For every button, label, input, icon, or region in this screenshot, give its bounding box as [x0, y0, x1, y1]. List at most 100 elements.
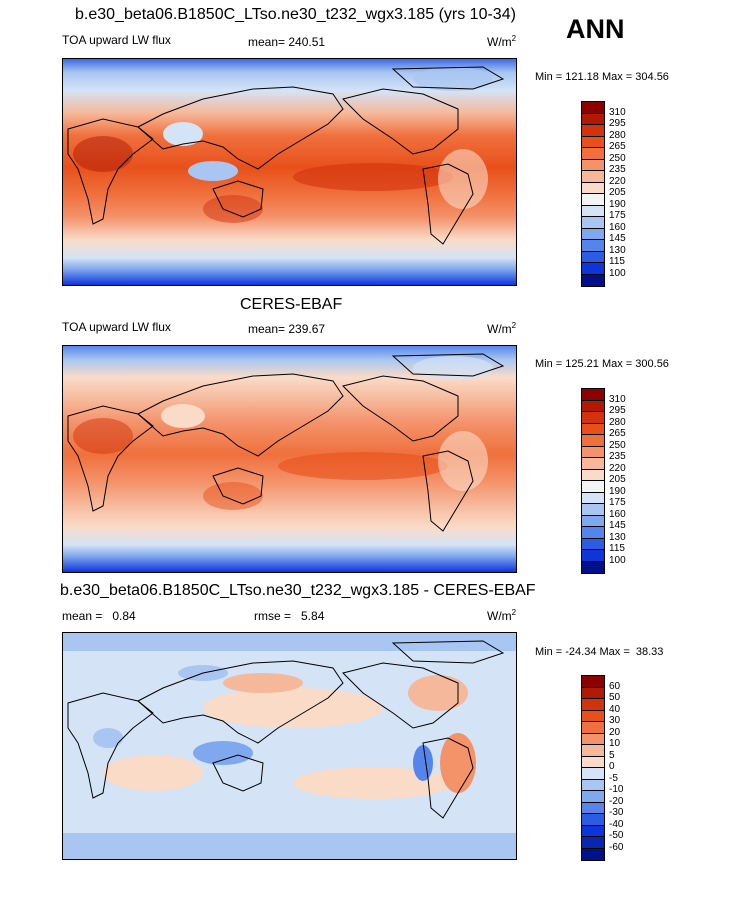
colorbar-tick-label: 60: [609, 680, 621, 692]
panel-3-colorbar-labels: 60 50 40 30 20 10 5 0 -5 -10 -20 -30 -40 -50 -60: [609, 675, 639, 915]
colorbar-swatch: [582, 504, 604, 516]
colorbar-tick-label: 115: [609, 256, 625, 267]
colorbar-swatch: [582, 412, 604, 424]
colorbar-swatch: [582, 825, 604, 837]
colorbar-tick-label: 205: [609, 474, 626, 485]
colorbar-swatch: [582, 274, 604, 286]
colorbar-tick-label: 250: [609, 152, 626, 164]
colorbar-swatch: [582, 125, 604, 137]
colorbar-swatch: [582, 228, 604, 240]
colorbar-tick-label: 20: [609, 726, 621, 738]
colorbar-tick-label: 50: [609, 692, 621, 703]
colorbar-tick-label: 310: [609, 393, 626, 405]
colorbar-tick-label: 100: [609, 554, 626, 566]
colorbar-swatch: [582, 182, 604, 194]
colorbar-tick-label: 190: [609, 198, 626, 210]
colorbar-tick-label: 0: [609, 761, 615, 772]
colorbar-tick-label: 145: [609, 233, 626, 244]
panel-3-rmse: rmse = 5.84: [254, 609, 325, 623]
panel-1-minmax: Min = 121.18 Max = 304.56: [535, 71, 669, 83]
colorbar-swatch: [582, 687, 604, 699]
colorbar-swatch: [582, 538, 604, 550]
colorbar-swatch: [582, 217, 604, 229]
colorbar-swatch: [582, 240, 604, 252]
panel-2-units: W/m2: [487, 321, 517, 336]
panel-1-title: b.e30_beta06.B1850C_LTso.ne30_t232_wgx3.…: [75, 6, 516, 23]
colorbar-tick-label: 295: [609, 118, 626, 129]
colorbar-swatch: [582, 423, 604, 435]
panel-1-colorbar-labels: 310 295 280 265 250 235 220 205 190 175 160 145 130 1…: [609, 101, 639, 341]
panel-2-mean: mean= 239.67: [248, 322, 326, 336]
colorbar-swatch: [582, 561, 604, 573]
colorbar-tick-label: 280: [609, 129, 626, 141]
panel-3-minmax: Min = -24.34 Max = 38.33: [535, 646, 664, 658]
colorbar-swatch: [582, 469, 604, 481]
panel-2-title: CERES-EBAF: [240, 296, 343, 313]
colorbar-swatch: [582, 848, 604, 860]
colorbar-swatch: [582, 102, 604, 114]
panel-1-map: [62, 58, 517, 286]
season-label: ANN: [566, 14, 625, 44]
colorbar-tick-label: 280: [609, 416, 626, 428]
colorbar-tick-label: 220: [609, 462, 626, 474]
colorbar-tick-label: 5: [609, 749, 615, 761]
panel-1-colorbar: [581, 101, 605, 287]
colorbar-swatch: [582, 113, 604, 125]
colorbar-swatch: [582, 159, 604, 171]
colorbar-tick-label: 130: [609, 244, 626, 256]
panel-2-colorbar-labels: 310 295 280 265 250 235 220 205 190 175 160 145 130 1…: [609, 388, 639, 628]
colorbar-tick-label: 205: [609, 187, 626, 198]
colorbar-swatch: [582, 492, 604, 504]
colorbar-swatch: [582, 481, 604, 493]
colorbar-tick-label: -20: [609, 795, 624, 807]
colorbar-tick-label: 30: [609, 715, 621, 726]
colorbar-tick-label: 190: [609, 485, 626, 497]
colorbar-swatch: [582, 779, 604, 791]
colorbar-swatch: [582, 251, 604, 263]
panel-1-units: W/m2: [487, 34, 517, 49]
panel-3-mean: mean = 0.84: [62, 609, 136, 623]
panel-2-map: [62, 345, 517, 573]
colorbar-swatch: [582, 136, 604, 148]
colorbar-tick-label: 265: [609, 141, 626, 152]
colorbar-tick-label: 220: [609, 175, 626, 187]
colorbar-tick-label: 130: [609, 531, 626, 543]
colorbar-swatch: [582, 745, 604, 757]
colorbar-swatch: [582, 710, 604, 722]
colorbar-swatch: [582, 699, 604, 711]
panel-1-variable: TOA upward LW flux: [62, 33, 171, 47]
colorbar-tick-label: -10: [609, 784, 624, 795]
panel-3-map: [62, 632, 517, 860]
panel-2-minmax: Min = 125.21 Max = 300.56: [535, 358, 669, 370]
colorbar-swatch: [582, 722, 604, 734]
colorbar-tick-label: -60: [609, 841, 624, 853]
colorbar-tick-label: 235: [609, 451, 626, 462]
panel-3-colorbar: [581, 675, 605, 861]
colorbar-swatch: [582, 814, 604, 826]
colorbar-swatch: [582, 400, 604, 412]
colorbar-swatch: [582, 194, 604, 206]
colorbar-swatch: [582, 515, 604, 527]
panel-3-title: b.e30_beta06.B1850C_LTso.ne30_t232_wgx3.…: [60, 582, 536, 599]
colorbar-swatch: [582, 389, 604, 401]
colorbar-tick-label: 160: [609, 508, 626, 520]
colorbar-tick-label: 10: [609, 738, 621, 749]
colorbar-swatch: [582, 676, 604, 688]
colorbar-tick-label: -30: [609, 807, 624, 818]
colorbar-tick-label: 160: [609, 221, 626, 233]
colorbar-swatch: [582, 837, 604, 849]
colorbar-swatch: [582, 263, 604, 275]
colorbar-swatch: [582, 756, 604, 768]
colorbar-swatch: [582, 733, 604, 745]
colorbar-swatch: [582, 768, 604, 780]
colorbar-swatch: [582, 802, 604, 814]
colorbar-tick-label: 175: [609, 497, 626, 508]
colorbar-swatch: [582, 446, 604, 458]
colorbar-tick-label: 115: [609, 543, 625, 554]
colorbar-swatch: [582, 171, 604, 183]
colorbar-tick-label: 265: [609, 428, 626, 439]
colorbar-tick-label: -40: [609, 818, 624, 830]
panel-2-colorbar: [581, 388, 605, 574]
colorbar-tick-label: 250: [609, 439, 626, 451]
colorbar-swatch: [582, 458, 604, 470]
